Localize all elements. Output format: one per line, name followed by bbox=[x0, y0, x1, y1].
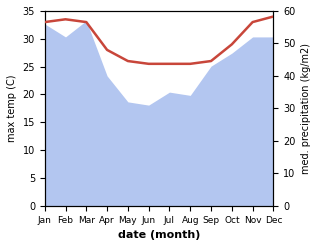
Y-axis label: med. precipitation (kg/m2): med. precipitation (kg/m2) bbox=[301, 43, 311, 174]
Y-axis label: max temp (C): max temp (C) bbox=[7, 75, 17, 142]
X-axis label: date (month): date (month) bbox=[118, 230, 200, 240]
